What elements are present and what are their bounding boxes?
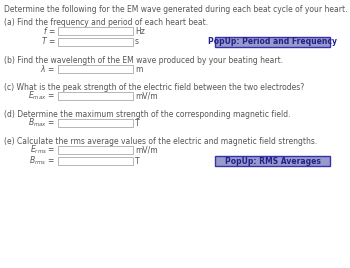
- Text: T =: T =: [42, 38, 55, 47]
- Text: mV/m: mV/m: [135, 91, 158, 100]
- FancyBboxPatch shape: [215, 37, 330, 47]
- Text: T: T: [135, 118, 140, 128]
- FancyBboxPatch shape: [58, 157, 133, 165]
- Text: $B_{max}$ =: $B_{max}$ =: [28, 117, 55, 129]
- Text: s: s: [135, 38, 139, 47]
- Text: PopUp: Period and Frequency: PopUp: Period and Frequency: [208, 38, 337, 47]
- Text: Determine the following for the EM wave generated during each beat cycle of your: Determine the following for the EM wave …: [4, 5, 348, 14]
- FancyBboxPatch shape: [215, 156, 330, 166]
- Text: $E_{max}$ =: $E_{max}$ =: [28, 90, 55, 102]
- Text: T: T: [135, 157, 140, 166]
- Text: PopUp: RMS Averages: PopUp: RMS Averages: [225, 157, 321, 166]
- FancyBboxPatch shape: [58, 38, 133, 46]
- Text: $E_{rms}$ =: $E_{rms}$ =: [30, 144, 55, 156]
- FancyBboxPatch shape: [58, 119, 133, 127]
- FancyBboxPatch shape: [58, 65, 133, 73]
- Text: (d) Determine the maximum strength of the corresponding magnetic field.: (d) Determine the maximum strength of th…: [4, 110, 290, 119]
- Text: mV/m: mV/m: [135, 146, 158, 154]
- Text: Hz: Hz: [135, 27, 145, 35]
- Text: m: m: [135, 65, 142, 73]
- Text: (c) What is the peak strength of the electric field between the two electrodes?: (c) What is the peak strength of the ele…: [4, 83, 304, 92]
- Text: f =: f =: [44, 27, 55, 35]
- Text: $\lambda$ =: $\lambda$ =: [40, 64, 55, 75]
- Text: (a) Find the frequency and period of each heart beat.: (a) Find the frequency and period of eac…: [4, 18, 208, 27]
- FancyBboxPatch shape: [58, 92, 133, 100]
- FancyBboxPatch shape: [58, 27, 133, 35]
- FancyBboxPatch shape: [58, 146, 133, 154]
- Text: (b) Find the wavelength of the EM wave produced by your beating heart.: (b) Find the wavelength of the EM wave p…: [4, 56, 283, 65]
- Text: (e) Calculate the rms average values of the electric and magnetic field strength: (e) Calculate the rms average values of …: [4, 137, 317, 146]
- Text: $B_{rms}$ =: $B_{rms}$ =: [29, 155, 55, 167]
